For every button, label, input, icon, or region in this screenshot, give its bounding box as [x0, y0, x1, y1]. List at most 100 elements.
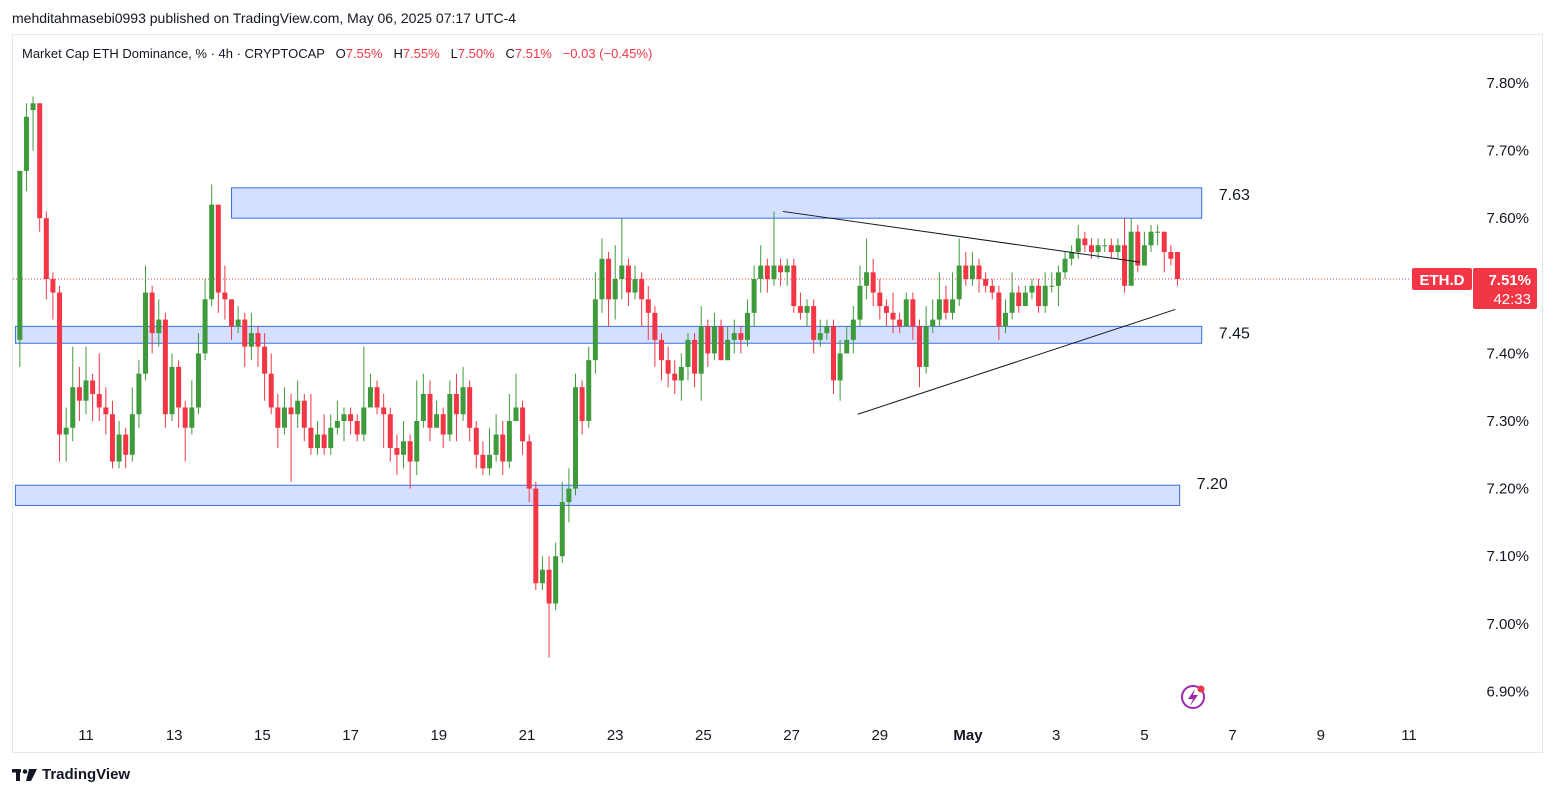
candle-body	[685, 339, 691, 367]
ohlc-open: O7.55%	[335, 46, 383, 61]
x-tick-label: 3	[1052, 727, 1060, 744]
candle-body	[923, 326, 929, 367]
candle-body	[877, 292, 883, 307]
candle-body	[17, 170, 23, 340]
candle	[1049, 272, 1055, 293]
candle	[136, 360, 142, 428]
candle	[692, 333, 698, 388]
candle-body	[1062, 258, 1068, 273]
candle	[149, 285, 155, 354]
candle	[361, 346, 367, 442]
candle	[281, 387, 287, 435]
candle-body	[1042, 285, 1048, 307]
candle-body	[268, 373, 274, 408]
candle-body	[969, 265, 975, 280]
candle-body	[473, 427, 479, 455]
candle	[37, 103, 43, 232]
chart-frame[interactable]	[12, 34, 1543, 753]
candle	[1016, 285, 1022, 313]
candle-body	[1174, 252, 1180, 280]
candle	[897, 312, 903, 334]
candle-body	[109, 414, 115, 462]
candle-body	[90, 380, 96, 394]
candle	[381, 393, 387, 449]
x-tick-label: 29	[871, 727, 888, 744]
candle-body	[229, 299, 235, 327]
candle	[487, 427, 493, 476]
candle-body	[487, 454, 493, 469]
candle	[619, 218, 625, 300]
x-tick-label: 17	[342, 727, 359, 744]
candle	[745, 299, 750, 347]
candle-body	[870, 272, 876, 293]
candle	[288, 393, 294, 482]
candle-body	[883, 306, 889, 313]
candle	[1141, 231, 1147, 266]
candle-body	[493, 434, 499, 455]
candle-body	[103, 407, 109, 415]
candle	[123, 427, 129, 469]
candle	[268, 353, 274, 415]
candle-body	[1155, 231, 1161, 233]
candle-body	[539, 569, 545, 584]
candle-body	[156, 319, 162, 334]
candle-body	[731, 333, 737, 340]
candle	[103, 387, 109, 435]
tradingview-brand[interactable]: TradingView	[12, 766, 130, 783]
x-tick-label: 23	[607, 727, 624, 744]
candle	[943, 285, 949, 320]
candle	[156, 299, 162, 347]
candle	[606, 252, 612, 327]
zone-7.20	[14, 484, 1181, 507]
candle	[559, 481, 565, 563]
lightning-icon[interactable]	[1181, 685, 1205, 709]
x-tick-label: 21	[519, 727, 536, 744]
candle-body	[348, 414, 354, 421]
candle	[731, 319, 737, 354]
zone-label: 7.20	[1197, 476, 1228, 493]
candle	[678, 353, 684, 401]
candle-body	[1009, 292, 1015, 313]
candle	[1155, 224, 1161, 246]
candle-body	[262, 346, 268, 374]
change-value: −0.03 (−0.45%)	[562, 46, 653, 61]
ohlc-low: L7.50%	[450, 46, 495, 61]
trendline-layer	[782, 210, 1176, 415]
ohlc-high: H7.55%	[393, 46, 440, 61]
candle-body	[989, 285, 995, 293]
candle-body	[235, 319, 241, 327]
candle-body	[910, 299, 916, 327]
x-tick-label: 15	[254, 727, 271, 744]
candle-body	[295, 400, 301, 415]
candle	[1122, 218, 1128, 293]
brand-label: TradingView	[42, 766, 131, 783]
candle-body	[50, 279, 56, 293]
candle	[625, 258, 631, 307]
candle-body	[149, 292, 155, 334]
candle	[520, 400, 526, 455]
symbol-line[interactable]: Market Cap ETH Dominance, % · 4h · CRYPT…	[22, 46, 325, 61]
candle	[169, 353, 175, 421]
x-tick-label: 11	[78, 727, 94, 744]
candle	[1168, 245, 1174, 266]
candle-body	[341, 414, 347, 421]
candle-body	[579, 387, 585, 421]
candle	[189, 380, 195, 435]
tradingview-logo-icon	[12, 768, 37, 781]
y-tick-label: 7.40%	[1486, 345, 1529, 362]
candle-body	[976, 265, 982, 280]
candle	[506, 393, 512, 469]
candle-body	[936, 299, 942, 320]
candle-body	[460, 387, 466, 415]
x-tick-label: 19	[430, 727, 447, 744]
price-tag-bg	[1473, 268, 1537, 310]
candle-body	[612, 279, 618, 300]
candle	[586, 346, 592, 428]
candle-body	[1135, 231, 1141, 266]
candle	[791, 258, 797, 313]
candle	[427, 380, 433, 442]
candle	[90, 373, 96, 421]
candle	[407, 434, 413, 489]
candle-body	[705, 326, 711, 354]
